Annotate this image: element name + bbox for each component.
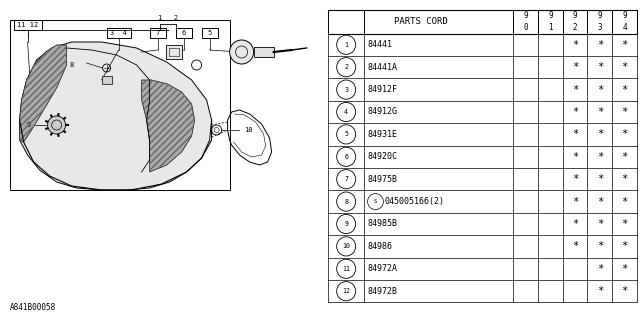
Bar (168, 48, 179, 56)
Text: 11: 11 (342, 266, 350, 272)
Text: 84441A: 84441A (367, 63, 397, 72)
Text: *: * (621, 196, 628, 207)
Bar (107, 28, 131, 38)
Bar (166, 45, 182, 59)
Bar (13, 20, 42, 30)
Text: *: * (572, 219, 578, 229)
Text: 2: 2 (173, 15, 178, 21)
Text: *: * (596, 62, 603, 72)
Text: 10: 10 (342, 244, 350, 249)
Bar (175, 28, 191, 38)
Bar (10, 20, 230, 190)
Text: *: * (596, 196, 603, 207)
Text: 1: 1 (548, 23, 553, 32)
Text: 12: 12 (342, 288, 350, 294)
Text: 4: 4 (622, 23, 627, 32)
Text: *: * (621, 84, 628, 95)
Text: 0: 0 (524, 23, 528, 32)
Text: 8: 8 (70, 62, 74, 68)
Text: 4: 4 (344, 109, 348, 115)
Text: *: * (596, 152, 603, 162)
Text: *: * (572, 40, 578, 50)
Text: 7: 7 (344, 176, 348, 182)
Text: 10: 10 (244, 127, 253, 133)
Text: 84441: 84441 (367, 40, 392, 49)
Text: *: * (596, 286, 603, 296)
Text: *: * (596, 129, 603, 140)
Text: 6: 6 (182, 30, 186, 36)
Text: 84985B: 84985B (367, 220, 397, 228)
Text: 9: 9 (26, 122, 31, 128)
Text: *: * (621, 107, 628, 117)
Text: 9: 9 (622, 11, 627, 20)
Text: 9: 9 (344, 221, 348, 227)
Text: 7: 7 (156, 30, 160, 36)
Text: 84920C: 84920C (367, 152, 397, 161)
Text: *: * (621, 152, 628, 162)
Text: 5: 5 (344, 132, 348, 137)
Text: *: * (621, 264, 628, 274)
Text: 9: 9 (524, 11, 528, 20)
Text: *: * (596, 84, 603, 95)
Text: 1: 1 (157, 15, 162, 21)
Polygon shape (20, 42, 212, 190)
Circle shape (230, 40, 253, 64)
Text: *: * (572, 107, 578, 117)
Text: PARTS CORD: PARTS CORD (394, 17, 447, 26)
Text: *: * (596, 264, 603, 274)
Text: *: * (572, 62, 578, 72)
Text: A841B00058: A841B00058 (10, 303, 56, 312)
Text: 3: 3 (344, 87, 348, 92)
Circle shape (47, 116, 65, 134)
Polygon shape (141, 80, 195, 172)
Text: *: * (621, 241, 628, 252)
Text: *: * (621, 129, 628, 140)
Text: 6: 6 (344, 154, 348, 160)
Text: 84972A: 84972A (367, 264, 397, 273)
Text: 045005166(2): 045005166(2) (385, 197, 445, 206)
Text: *: * (596, 241, 603, 252)
Text: *: * (572, 196, 578, 207)
Text: 84912G: 84912G (367, 108, 397, 116)
Text: 1: 1 (344, 42, 348, 48)
Bar (253, 47, 274, 57)
Text: S: S (374, 199, 377, 204)
Text: *: * (621, 286, 628, 296)
Text: 11 12: 11 12 (17, 22, 38, 28)
Text: *: * (596, 174, 603, 184)
Text: *: * (621, 62, 628, 72)
Bar (202, 28, 218, 38)
Text: 8: 8 (344, 199, 348, 204)
Text: 5: 5 (207, 30, 212, 36)
Text: *: * (572, 174, 578, 184)
Text: *: * (596, 40, 603, 50)
Text: 9: 9 (598, 11, 602, 20)
Text: 84931E: 84931E (367, 130, 397, 139)
Text: *: * (572, 241, 578, 252)
Text: 3: 3 (598, 23, 602, 32)
Polygon shape (20, 45, 67, 142)
Text: *: * (596, 219, 603, 229)
Text: *: * (572, 84, 578, 95)
Text: 84912F: 84912F (367, 85, 397, 94)
Text: *: * (621, 219, 628, 229)
Text: 9: 9 (573, 11, 577, 20)
Text: 84975B: 84975B (367, 175, 397, 184)
Text: 9: 9 (548, 11, 553, 20)
Bar (102, 76, 111, 84)
Text: 84972B: 84972B (367, 287, 397, 296)
Text: 84986: 84986 (367, 242, 392, 251)
Text: *: * (572, 152, 578, 162)
Text: *: * (572, 129, 578, 140)
Text: *: * (621, 174, 628, 184)
Text: 2: 2 (344, 64, 348, 70)
Text: *: * (596, 107, 603, 117)
Text: 3  4: 3 4 (110, 30, 127, 36)
Text: *: * (621, 40, 628, 50)
Text: 2: 2 (573, 23, 577, 32)
Bar (150, 28, 166, 38)
